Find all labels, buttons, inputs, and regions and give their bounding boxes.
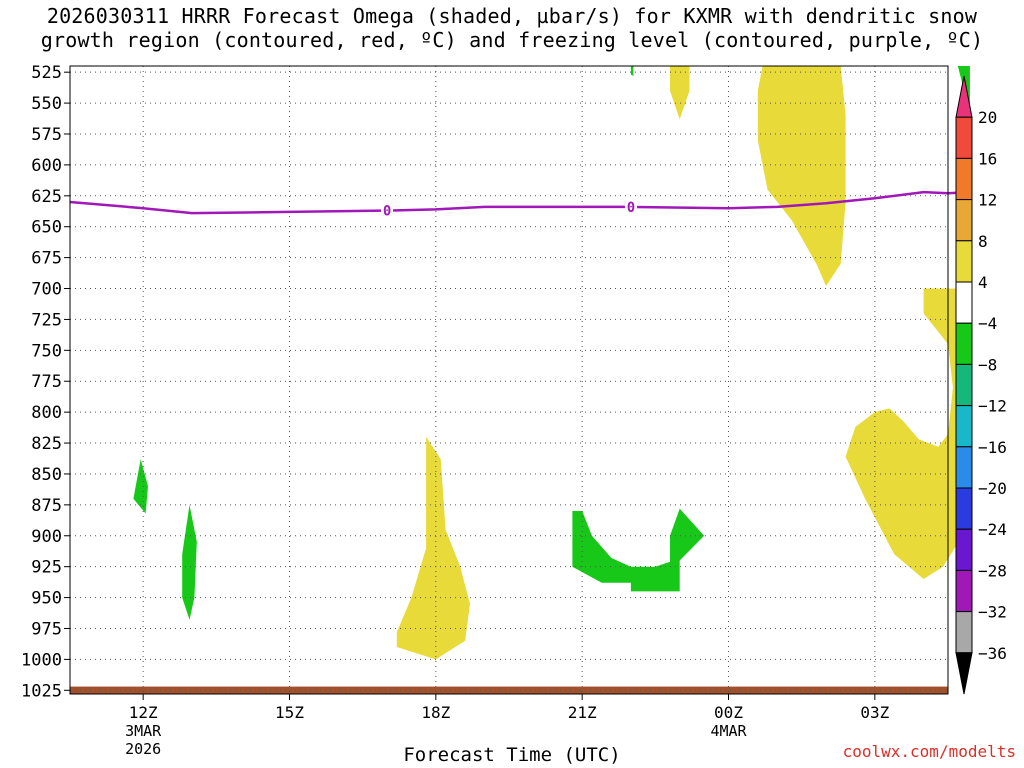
chart-title: 2026030311 HRRR Forecast Omega (shaded, … — [0, 4, 1024, 52]
colorbar-label-8: −16 — [978, 438, 1007, 457]
y-tick-label-875: 875 — [31, 496, 62, 516]
colorbar-swatch-1 — [955, 116, 973, 159]
chart-title-line-2: growth region (contoured, red, ºC) and f… — [40, 28, 984, 52]
y-tick-label-850: 850 — [31, 465, 62, 485]
x-axis-title: Forecast Time (UTC) — [403, 744, 621, 766]
colorbar-swatch-5 — [955, 281, 973, 324]
chart-title-line-1: 2026030311 HRRR Forecast Omega (shaded, … — [46, 4, 978, 28]
y-tick-label-800: 800 — [31, 403, 62, 423]
colorbar-swatch-3 — [955, 199, 973, 242]
colorbar-swatch-6 — [955, 322, 973, 365]
y-tick-label-775: 775 — [31, 372, 62, 392]
omega-region-downward-small-1 — [133, 459, 148, 514]
x-tick-label-15Z: 15Z — [275, 703, 304, 722]
y-tick-label-625: 625 — [31, 187, 62, 207]
plot-frame — [69, 65, 949, 695]
y-tick-label-725: 725 — [31, 310, 62, 330]
freezing-level-label-bg — [381, 202, 394, 218]
x-tick-label-18Z: 18Z — [421, 703, 450, 722]
y-tick-label-600: 600 — [31, 156, 62, 176]
y-tick-label-1025: 1025 — [21, 681, 62, 701]
colorbar-label-6: −8 — [978, 355, 997, 374]
freezing-level-label-bg — [624, 198, 637, 214]
omega-region-upward-small-1 — [670, 66, 690, 120]
y-tick-label-675: 675 — [31, 249, 62, 269]
x-date-label-4MAR: 4MAR — [710, 722, 747, 740]
ground-surface-band — [70, 686, 948, 694]
y-tick-label-700: 700 — [31, 280, 62, 300]
omega-region-upward-right-mid — [845, 288, 970, 579]
colorbar-cap-bottom — [955, 652, 973, 695]
y-tick-label-1000: 1000 — [21, 650, 62, 670]
x-date-label-3MAR: 3MAR — [125, 722, 162, 740]
x-tick-label-00Z: 00Z — [714, 703, 743, 722]
colorbar-swatch-8 — [955, 405, 973, 448]
colorbar-label-1: 16 — [978, 149, 997, 168]
colorbar-swatch-4 — [955, 240, 973, 283]
colorbar-swatch-11 — [955, 528, 973, 571]
colorbar-label-0: 20 — [978, 108, 997, 127]
y-tick-label-525: 525 — [31, 63, 62, 83]
colorbar-label-4: 4 — [978, 273, 988, 292]
colorbar-label-3: 8 — [978, 232, 988, 251]
colorbar-label-2: 12 — [978, 191, 997, 210]
colorbar-label-12: −32 — [978, 603, 1007, 622]
colorbar-label-11: −28 — [978, 561, 1007, 580]
colorbar-swatch-2 — [955, 157, 973, 201]
y-tick-label-550: 550 — [31, 94, 62, 114]
y-tick-label-750: 750 — [31, 341, 62, 361]
omega-region-downward-small-2 — [182, 504, 197, 620]
colorbar-label-7: −12 — [978, 397, 1007, 416]
omega-region-downward-low-cluster — [572, 508, 705, 592]
freezing-level-label-1: 0 — [383, 204, 391, 220]
colorbar-label-5: −4 — [978, 314, 997, 333]
colorbar-label-13: −36 — [978, 644, 1007, 663]
y-tick-label-925: 925 — [31, 558, 62, 578]
colorbar-swatch-10 — [955, 487, 973, 530]
colorbar-swatch-12 — [955, 569, 973, 613]
x-tick-label-03Z: 03Z — [860, 703, 889, 722]
colorbar-swatch-7 — [955, 363, 973, 407]
credit-text: coolwx.com/modelts — [842, 742, 1016, 761]
x-tick-label-12Z: 12Z — [129, 703, 158, 722]
x-year-label-2026: 2026 — [125, 740, 161, 758]
y-tick-label-575: 575 — [31, 125, 62, 145]
y-tick-label-950: 950 — [31, 589, 62, 609]
colorbar-label-9: −20 — [978, 479, 1007, 498]
omega-region-upward-low-1 — [396, 436, 470, 660]
freezing-level-line — [69, 190, 970, 215]
y-tick-label-975: 975 — [31, 619, 62, 639]
omega-region-downward-top-speck — [630, 66, 634, 76]
colorbar-swatch-9 — [955, 446, 973, 489]
freezing-level-label-2: 0 — [627, 200, 635, 216]
colorbar-label-10: −24 — [978, 520, 1007, 539]
colorbar-swatch-13 — [955, 611, 973, 654]
y-tick-label-650: 650 — [31, 218, 62, 238]
x-tick-label-21Z: 21Z — [568, 703, 597, 722]
y-tick-label-900: 900 — [31, 527, 62, 547]
omega-region-upward-large-upper — [757, 66, 846, 286]
y-tick-label-825: 825 — [31, 434, 62, 454]
